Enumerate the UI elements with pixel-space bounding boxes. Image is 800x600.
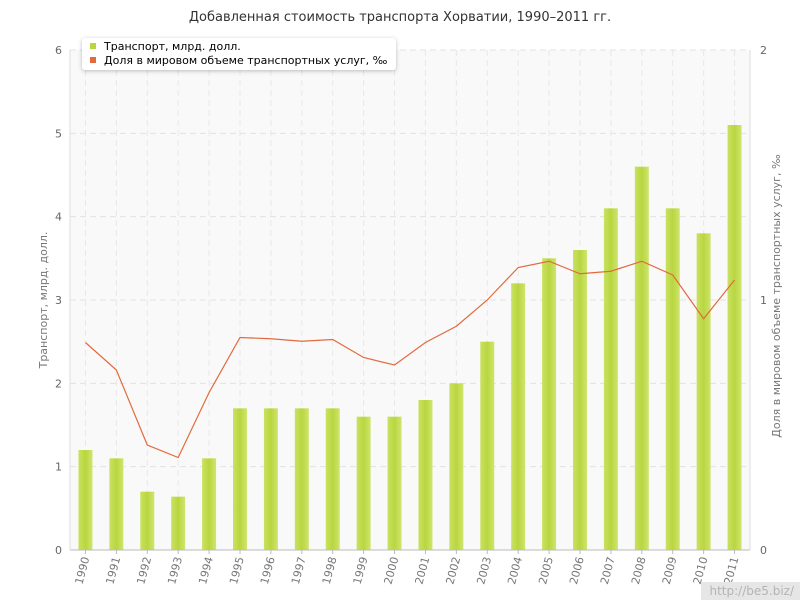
x-tick-label: 2001 xyxy=(413,555,433,585)
y-tick-label: 5 xyxy=(55,127,62,140)
legend-swatch-line xyxy=(90,57,96,63)
x-tick-label: 1999 xyxy=(351,555,371,585)
bar[interactable] xyxy=(109,458,124,550)
bar[interactable] xyxy=(78,450,93,550)
x-tick-label: 1993 xyxy=(165,555,185,585)
bar[interactable] xyxy=(233,408,247,550)
x-tick-label: 2009 xyxy=(660,555,680,585)
bar[interactable] xyxy=(263,408,278,550)
bar[interactable] xyxy=(542,258,557,550)
legend-label-bars: Транспорт, млрд. долл. xyxy=(104,40,241,53)
bar[interactable] xyxy=(418,400,433,550)
bar[interactable] xyxy=(573,250,587,550)
x-tick-label: 2005 xyxy=(536,555,556,585)
y-tick-label: 1 xyxy=(55,461,62,474)
bar[interactable] xyxy=(449,383,464,550)
legend-swatch-bars xyxy=(90,43,96,49)
bar[interactable] xyxy=(387,416,402,550)
x-tick-label: 1994 xyxy=(196,555,216,585)
watermark-link[interactable]: http://be5.biz/ xyxy=(701,582,800,600)
y-tick-label: 4 xyxy=(55,211,62,224)
y2-tick-label: 1 xyxy=(760,294,767,307)
y-axis-title: Транспорт, млрд. долл. xyxy=(37,232,50,370)
x-tick-label: 1998 xyxy=(320,555,340,585)
y2-tick-label: 2 xyxy=(760,44,767,57)
x-tick-label: 2008 xyxy=(629,555,649,585)
x-tick-label: 2004 xyxy=(505,555,525,585)
bar[interactable] xyxy=(171,496,186,550)
legend: Транспорт, млрд. долл. Доля в мировом об… xyxy=(82,38,396,70)
y-tick-label: 3 xyxy=(55,294,62,307)
x-tick-label: 1997 xyxy=(289,555,309,585)
axes xyxy=(69,50,751,554)
x-tick-label: 2002 xyxy=(443,555,463,585)
y-tick-label: 2 xyxy=(55,377,62,390)
chart-title: Добавленная стоимость транспорта Хорвати… xyxy=(188,10,612,25)
x-tick-label: 1991 xyxy=(103,555,123,585)
bar[interactable] xyxy=(511,283,526,550)
x-tick-label: 2007 xyxy=(598,555,618,585)
y2-axis-title: Доля в мировом объеме транспортных услуг… xyxy=(770,154,783,438)
bar[interactable] xyxy=(480,341,495,550)
bar-series xyxy=(78,125,742,551)
bar[interactable] xyxy=(603,208,618,551)
y-tick-label: 0 xyxy=(55,544,62,557)
legend-item-bars[interactable]: Транспорт, млрд. долл. xyxy=(90,40,241,54)
x-tick-label: 2006 xyxy=(567,555,587,585)
x-tick-label: 1990 xyxy=(73,555,93,585)
bar[interactable] xyxy=(665,208,680,551)
x-tick-label: 2000 xyxy=(382,555,402,585)
x-tick-label: 1995 xyxy=(227,555,247,585)
bar[interactable] xyxy=(325,408,340,550)
legend-label-line: Доля в мировом объеме транспортных услуг… xyxy=(104,54,388,67)
legend-item-line[interactable]: Доля в мировом объеме транспортных услуг… xyxy=(90,54,387,68)
x-tick-label: 2003 xyxy=(474,555,494,585)
line-path[interactable] xyxy=(85,260,736,459)
x-tick-label: 1992 xyxy=(134,555,154,585)
bar[interactable] xyxy=(356,416,371,550)
bar[interactable] xyxy=(727,125,742,550)
bar[interactable] xyxy=(202,458,217,550)
bar[interactable] xyxy=(140,491,155,550)
bar[interactable] xyxy=(696,233,711,551)
bar[interactable] xyxy=(294,408,309,550)
line-series xyxy=(85,260,736,459)
y-tick-label: 6 xyxy=(55,44,62,57)
y2-tick-label: 0 xyxy=(760,544,767,557)
bar[interactable] xyxy=(634,166,649,550)
x-tick-label: 1996 xyxy=(258,555,278,585)
